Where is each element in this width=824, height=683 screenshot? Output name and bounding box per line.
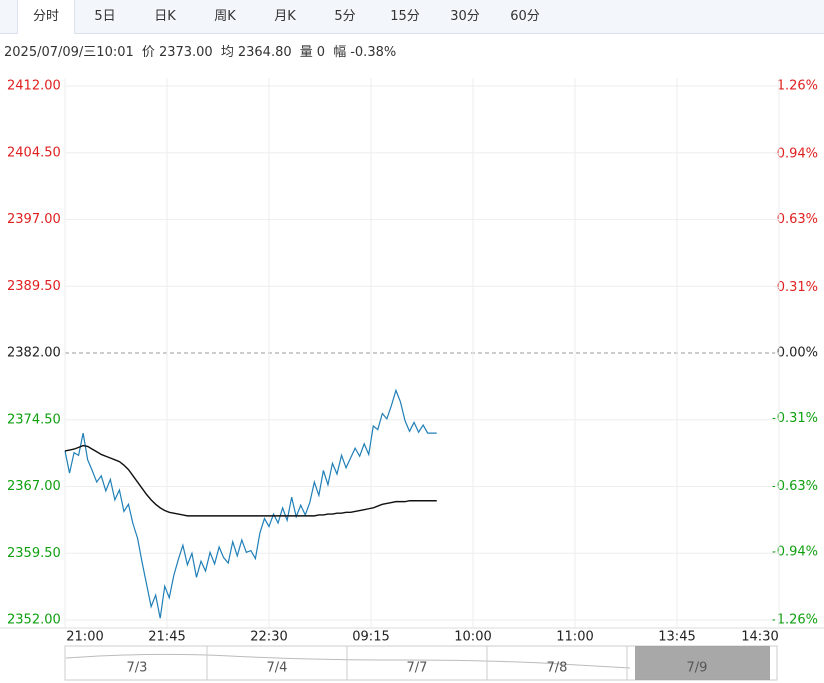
price: 2373.00 xyxy=(158,45,213,60)
x-tick-label: 21:00 xyxy=(66,630,103,645)
navigator-label: 7/9 xyxy=(687,661,708,676)
tab[interactable]: 月K xyxy=(274,9,296,24)
y-tick-label: 2367.00 xyxy=(7,479,61,494)
y2-tick-label: -1.26% xyxy=(772,613,818,628)
y2-tick-label: -0.94% xyxy=(772,545,818,560)
y-tick-label: 2359.50 xyxy=(7,546,61,561)
y2-tick-label: 0.63% xyxy=(777,212,818,227)
label: 幅 xyxy=(333,45,347,60)
x-tick-label: 11:00 xyxy=(556,630,593,645)
range: -0.38% xyxy=(350,45,397,60)
tab-bar: 分时 5日 日K 周K 月K 5分 15分 30分 60分 xyxy=(0,0,824,34)
y2-tick-label: 0.00% xyxy=(777,346,818,361)
y2-tick-label: -0.31% xyxy=(772,411,818,426)
tab[interactable]: 周K xyxy=(214,9,236,24)
y2-tick-label: 1.26% xyxy=(777,79,818,94)
y2-tick-label: 0.94% xyxy=(777,146,818,161)
navigator-line xyxy=(65,653,631,669)
y-tick-label: 2382.00 xyxy=(7,346,61,361)
y-tick-label: 2397.00 xyxy=(7,212,61,227)
x-tick-label: 13:45 xyxy=(658,630,695,645)
avg-line xyxy=(64,444,437,517)
navigator-window xyxy=(635,646,770,680)
y-tick-label: 2389.50 xyxy=(7,279,61,294)
y-tick-label: 2412.00 xyxy=(7,79,61,94)
y2-tick-label: -0.63% xyxy=(772,479,818,494)
x-tick-label: 14:30 xyxy=(741,630,778,645)
label: 量 xyxy=(299,45,313,60)
label: 价 xyxy=(141,45,155,60)
tab[interactable]: 60分 xyxy=(510,9,540,24)
navigator-label: 7/8 xyxy=(547,661,568,676)
tab[interactable]: 5分 xyxy=(334,9,356,24)
tab[interactable]: 30分 xyxy=(450,9,480,24)
tab[interactable]: 日K xyxy=(154,9,176,24)
x-tick-label: 21:45 xyxy=(148,630,185,645)
y-tick-label: 2374.50 xyxy=(7,412,61,427)
x-tick-label: 09:15 xyxy=(352,630,389,645)
label: 均 xyxy=(220,45,234,60)
y2-tick-label: 0.31% xyxy=(777,280,818,295)
price-line xyxy=(64,388,437,619)
tab[interactable]: 15分 xyxy=(390,9,420,24)
y-tick-label: 2352.00 xyxy=(7,613,61,628)
volume: 0 xyxy=(316,45,326,60)
navigator-label: 7/4 xyxy=(267,661,288,676)
x-tick-label: 22:30 xyxy=(250,630,287,645)
navigator-label: 7/7 xyxy=(407,661,428,676)
avg: 2364.80 xyxy=(237,45,292,60)
x-tick-label: 10:00 xyxy=(454,630,491,645)
y-tick-label: 2404.50 xyxy=(7,145,61,160)
navigator-label: 7/3 xyxy=(127,661,148,676)
tab[interactable]: 分时 xyxy=(17,0,75,34)
quote-time: 2025/07/09/三10:01 xyxy=(4,45,134,60)
tab[interactable]: 5日 xyxy=(94,9,116,24)
